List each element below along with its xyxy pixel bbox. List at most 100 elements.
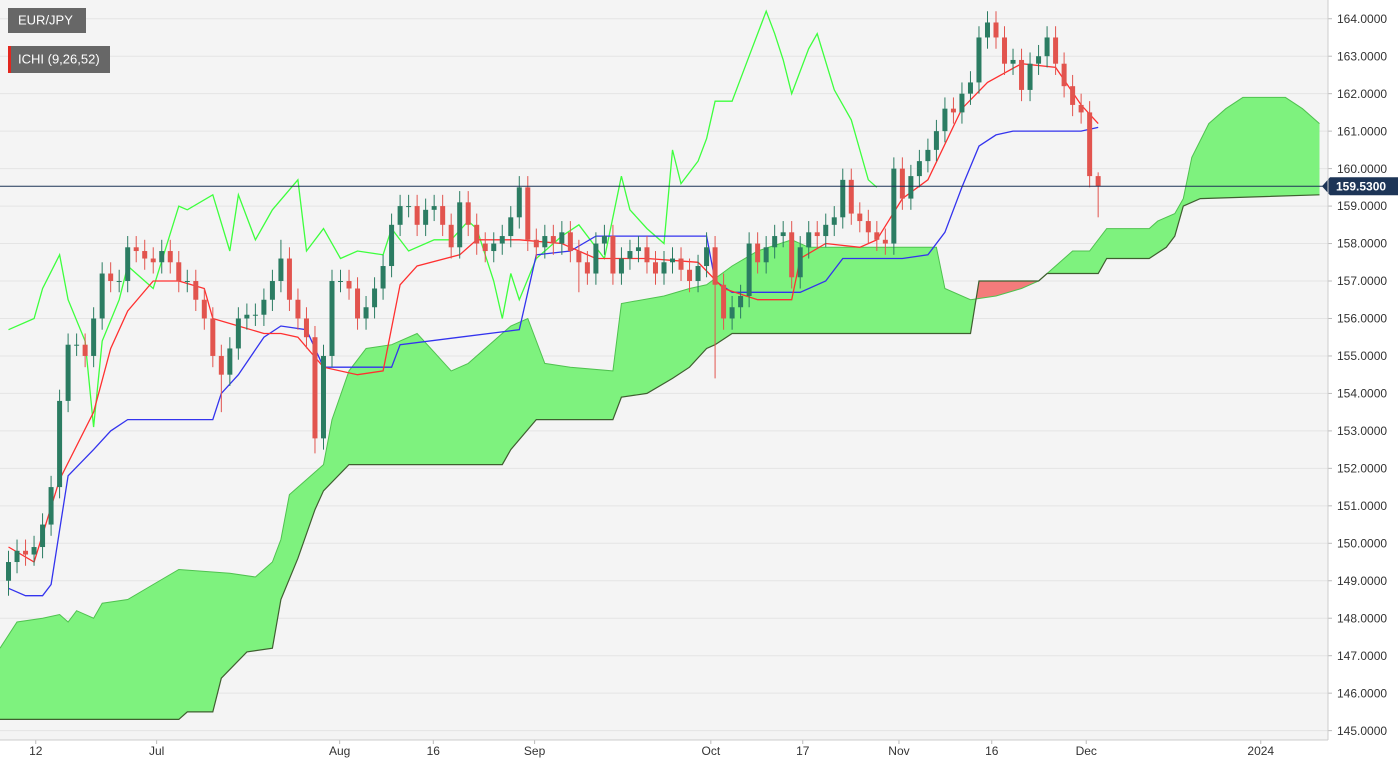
candle-body <box>457 202 463 248</box>
candle-body <box>814 232 820 237</box>
candle-body <box>440 206 446 225</box>
candle-body <box>1002 37 1008 64</box>
candle-body <box>125 247 131 282</box>
candle-body <box>295 299 301 319</box>
legend-box <box>8 46 110 73</box>
candle-body <box>1087 112 1093 177</box>
candle-body <box>865 221 871 233</box>
candle-body <box>397 206 403 225</box>
y-tick-label: 150.0000 <box>1337 536 1387 550</box>
candle-body <box>363 307 369 319</box>
candle-body <box>712 247 718 285</box>
candle-body <box>550 236 556 244</box>
candle-body <box>303 318 309 338</box>
y-tick-label: 158.0000 <box>1337 237 1387 251</box>
candle-body <box>99 273 105 319</box>
y-tick-label: 146.0000 <box>1337 686 1387 700</box>
candle-body <box>176 262 182 282</box>
candle-body <box>738 296 744 308</box>
candle-body <box>516 187 522 218</box>
y-tick-label: 147.0000 <box>1337 649 1387 663</box>
candle-body <box>942 108 948 132</box>
y-tick-label: 164.0000 <box>1337 12 1387 26</box>
candle-body <box>525 187 531 240</box>
candle-body <box>329 281 335 356</box>
candle-body <box>661 262 667 274</box>
y-tick-label: 148.0000 <box>1337 611 1387 625</box>
candle-body <box>993 22 999 38</box>
candle-body <box>65 344 71 401</box>
candle-body <box>797 247 803 278</box>
candle-body <box>499 236 505 244</box>
candle-body <box>559 232 565 244</box>
candle-body <box>320 355 326 439</box>
candle-body <box>355 288 361 319</box>
candle-body <box>1078 104 1084 113</box>
x-tick-label: Sep <box>524 744 546 758</box>
candle-body <box>652 262 658 274</box>
candle-body <box>908 176 914 199</box>
candle-body <box>1061 63 1067 87</box>
last-price-label: 159.5300 <box>1336 179 1386 193</box>
candle-body <box>269 281 275 300</box>
x-tick-label: Nov <box>888 744 909 758</box>
candle-body <box>48 487 54 525</box>
candle-body <box>201 299 207 319</box>
candle-body <box>1070 86 1076 105</box>
candles <box>6 11 1101 596</box>
candle-body <box>806 232 812 248</box>
candle-body <box>644 247 650 263</box>
y-tick-label: 157.0000 <box>1337 274 1387 288</box>
candle-body <box>474 224 480 244</box>
candle-body <box>976 37 982 83</box>
candle-body <box>1019 59 1025 90</box>
candle-body <box>1044 37 1050 57</box>
x-tick-label: 16 <box>985 744 999 758</box>
y-tick-label: 145.0000 <box>1337 724 1387 738</box>
y-tick-label: 160.0000 <box>1337 162 1387 176</box>
candle-body <box>159 251 165 263</box>
candle-body <box>950 108 956 113</box>
candle-body <box>916 161 922 177</box>
candle-body <box>508 217 514 237</box>
candle-body <box>150 258 156 263</box>
candle-body <box>542 236 548 248</box>
candle-body <box>1053 37 1059 64</box>
x-tick-label: Aug <box>329 744 350 758</box>
candle-body <box>755 243 761 263</box>
candle-body <box>729 307 735 319</box>
x-tick-label: Oct <box>701 744 720 758</box>
candle-body <box>91 318 97 356</box>
y-tick-label: 153.0000 <box>1337 424 1387 438</box>
candle-body <box>40 524 46 548</box>
candle-body <box>772 236 778 248</box>
candle-body <box>244 314 250 319</box>
candle-body <box>23 550 29 555</box>
candle-body <box>1036 56 1042 64</box>
y-tick-label: 163.0000 <box>1337 49 1387 63</box>
candle-body <box>286 258 292 300</box>
candle-body <box>278 258 284 282</box>
candle-body <box>431 206 437 210</box>
candle-body <box>857 213 863 222</box>
y-tick-label: 154.0000 <box>1337 387 1387 401</box>
candle-body <box>133 247 139 252</box>
candle-body <box>687 269 693 282</box>
candle-body <box>967 82 973 94</box>
span-a-line <box>0 96 1320 649</box>
candle-body <box>763 247 769 263</box>
x-tick-label: Jul <box>149 744 164 758</box>
candle-body <box>1095 176 1101 187</box>
candle-body <box>831 217 837 225</box>
y-tick-label: 151.0000 <box>1337 499 1387 513</box>
candle-body <box>840 179 846 218</box>
candle-body <box>721 284 727 319</box>
candle-body <box>82 344 88 356</box>
candle-body <box>465 202 471 225</box>
legend-accent <box>8 46 11 73</box>
last-price: 159.5300 <box>0 177 1398 196</box>
x-tick-label: 16 <box>427 744 441 758</box>
